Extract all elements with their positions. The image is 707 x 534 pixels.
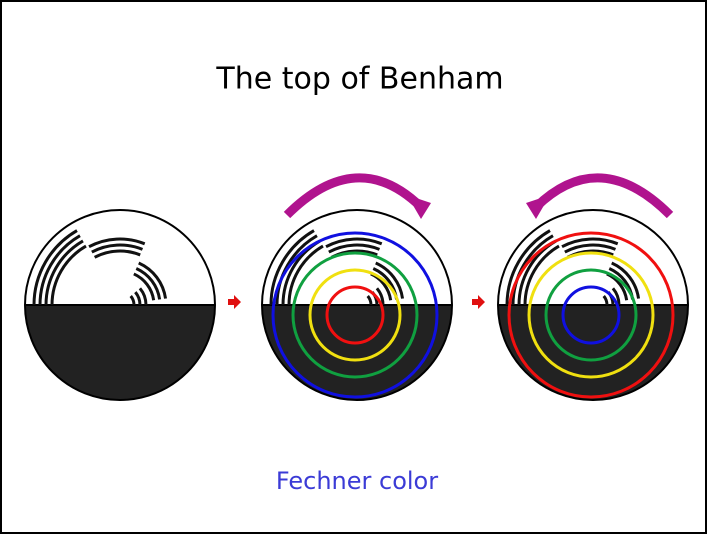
page: The top of Benham Fechner color (() => {…	[0, 0, 707, 534]
caption: Fechner color	[276, 467, 438, 495]
slide-title: The top of Benham	[215, 62, 503, 97]
slide: The top of Benham Fechner color	[0, 0, 707, 534]
